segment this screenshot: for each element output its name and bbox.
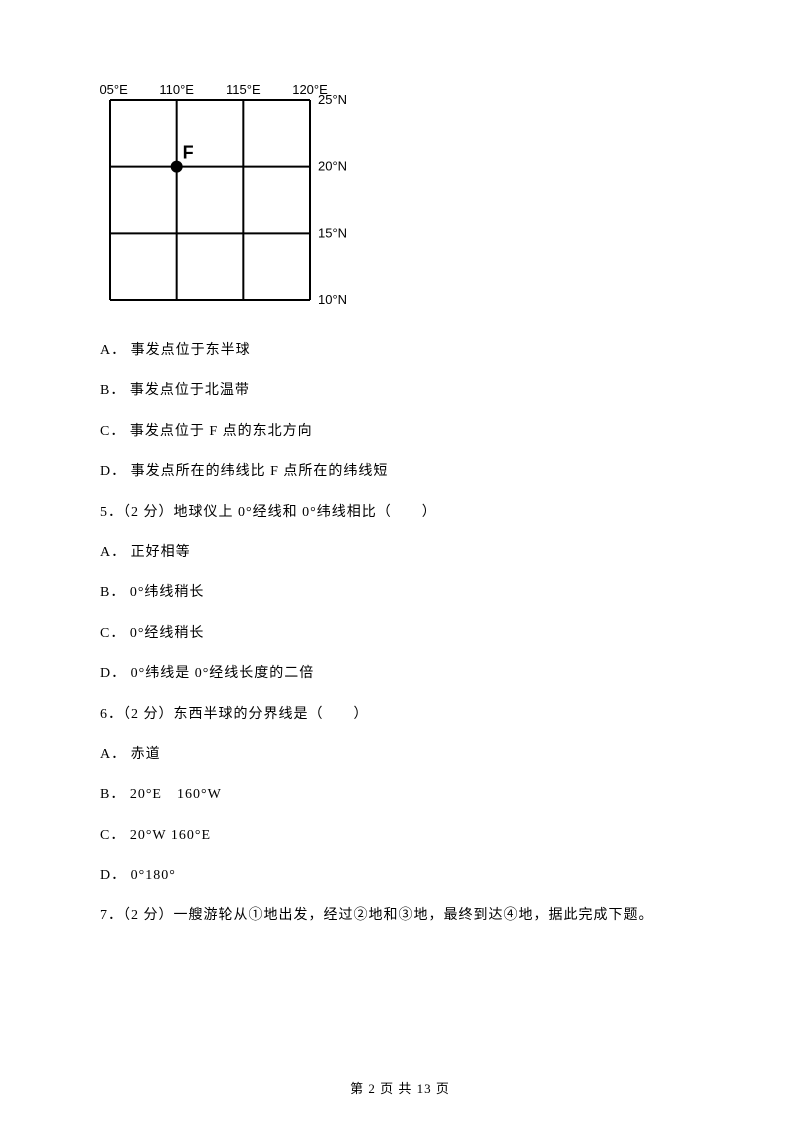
q5-option-c: C． 0°经线稍长 [100,623,700,645]
lon-label: 110°E [159,82,194,97]
q4-option-d: D． 事发点所在的纬线比 F 点所在的纬线短 [100,461,700,483]
coordinate-grid-figure: 105°E110°E115°E120°E25°N20°N15°N10°NF [100,80,700,315]
q6-option-a: A． 赤道 [100,744,700,766]
q6-option-b: B． 20°E 160°W [100,784,700,806]
q5-option-a: A． 正好相等 [100,542,700,564]
point-f [171,161,183,173]
lon-label: 105°E [100,82,128,97]
q4-option-b: B． 事发点位于北温带 [100,380,700,402]
grid-svg: 105°E110°E115°E120°E25°N20°N15°N10°NF [100,80,360,310]
q6-option-c: C． 20°W 160°E [100,825,700,847]
q6-stem: 6．（2 分）东西半球的分界线是（ ） [100,704,700,726]
page-footer: 第 2 页 共 13 页 [0,1078,800,1097]
q5-option-d: D． 0°纬线是 0°经线长度的二倍 [100,663,700,685]
q6-option-d: D． 0°180° [100,865,700,887]
lat-label: 10°N [318,292,347,307]
lat-label: 20°N [318,159,347,174]
point-f-label: F [183,143,194,163]
q4-option-a: A． 事发点位于东半球 [100,340,700,362]
lon-label: 115°E [226,82,261,97]
q7-stem: 7．（2 分）一艘游轮从①地出发，经过②地和③地，最终到达④地，据此完成下题。 [100,905,700,927]
q5-stem: 5．（2 分）地球仪上 0°经线和 0°纬线相比（ ） [100,502,700,524]
q4-option-c: C． 事发点位于 F 点的东北方向 [100,421,700,443]
q5-option-b: B． 0°纬线稍长 [100,582,700,604]
lat-label: 25°N [318,92,347,107]
lat-label: 15°N [318,225,347,240]
